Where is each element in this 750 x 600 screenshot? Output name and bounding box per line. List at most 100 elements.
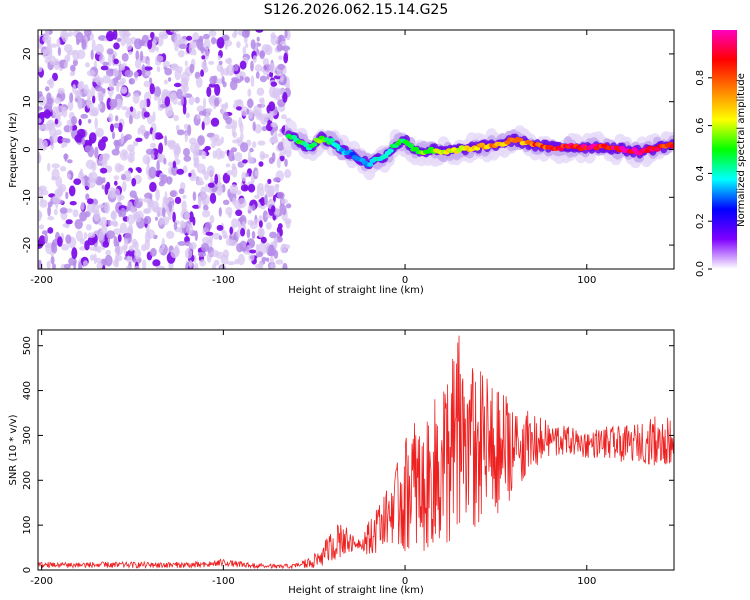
noise-blob [133,113,141,120]
noise-blob [206,86,212,98]
noise-blob [158,142,164,155]
noise-blob [217,55,221,61]
noise-blob [134,38,143,50]
noise-blob [104,201,110,214]
noise-blob [276,43,283,52]
y-tick-label: -10 [22,189,33,205]
noise-blob [264,44,273,56]
noise-blob [42,139,48,150]
snr-frame [37,329,675,571]
noise-blob [280,198,288,204]
noise-blob [284,158,288,167]
noise-blob [181,71,190,84]
noise-blob [268,85,277,98]
noise-blob [265,222,272,230]
y-tick-label: 200 [22,471,33,490]
noise-blob [243,185,248,192]
noise-blob [107,54,112,67]
noise-blob [44,243,53,249]
noise-blob [69,123,73,134]
noise-blob [226,65,229,76]
noise-blob [269,62,275,73]
noise-blob [83,84,89,95]
noise-blob [276,191,285,199]
noise-blob [112,68,119,77]
noise-blob [104,254,113,267]
noise-blob [258,220,263,228]
noise-blob [46,92,52,102]
noise-blob [87,119,92,124]
noise-blob [269,109,274,122]
noise-blob [126,144,135,152]
noise-blob [158,180,165,187]
noise-blob [174,44,179,52]
noise-blob [182,165,188,174]
noise-blob [249,147,254,153]
noise-blob [252,55,257,63]
noise-blob [225,238,233,246]
noise-blob [86,224,92,231]
noise-blob [254,219,260,224]
noise-blob [258,261,264,269]
noise-blob [65,234,72,244]
noise-blob [95,257,102,263]
noise-blob [254,170,259,177]
noise-blob [135,50,140,61]
noise-blob [205,231,214,236]
noise-blob [119,149,129,161]
colorbar-tick-label: 0.4 [695,165,706,181]
snr-y-ticks: 0 100 200 300 400 500 [22,336,674,573]
noise-blob [121,173,127,181]
noise-blob [206,252,212,263]
noise-blob [50,256,55,265]
noise-blob [273,177,281,183]
noise-blob [38,118,42,124]
noise-blob [132,140,139,147]
noise-blob [233,99,243,105]
noise-blob [231,163,236,170]
noise-blob [175,142,180,155]
noise-blob [92,95,96,104]
noise-blob [67,100,74,111]
noise-blob [234,63,239,72]
noise-blob [77,82,83,90]
snr-xlabel: Height of straight line (km) [288,585,424,596]
noise-blob [273,130,278,140]
noise-blob [201,209,211,218]
noise-blob [57,87,65,94]
y-tick-label: -20 [22,237,33,253]
noise-blob [203,38,211,50]
noise-blob [200,242,210,252]
noise-blob [116,84,120,92]
noise-blob [247,88,252,97]
noise-blob [49,126,57,137]
noise-blob [96,262,103,269]
noise-blob [203,204,209,211]
noise-blob [150,153,155,160]
noise-blob [285,220,291,229]
noise-blob [270,81,278,87]
noise-blob [94,146,99,159]
noise-blob [237,197,247,209]
noise-blob [44,233,48,244]
noise-blob [239,122,244,134]
noise-blob [80,201,85,211]
noise-blob [247,205,253,211]
noise-blob [174,69,182,81]
noise-blob [260,153,270,159]
noise-blob [179,38,188,45]
colorbar-label: Normalized spectral amplitude [736,73,747,227]
colorbar-ticks: 0.0 0.2 0.4 0.6 0.8 [695,70,712,277]
noise-blob [152,259,161,267]
noise-blob [88,109,98,117]
noise-blob [214,83,221,96]
noise-blob [116,37,122,42]
noise-blob [188,259,193,269]
noise-blob [269,231,278,239]
noise-blob [47,227,54,234]
noise-blob [241,171,247,182]
noise-blob [64,44,73,53]
noise-blob [152,111,156,123]
noise-blob [269,71,274,78]
